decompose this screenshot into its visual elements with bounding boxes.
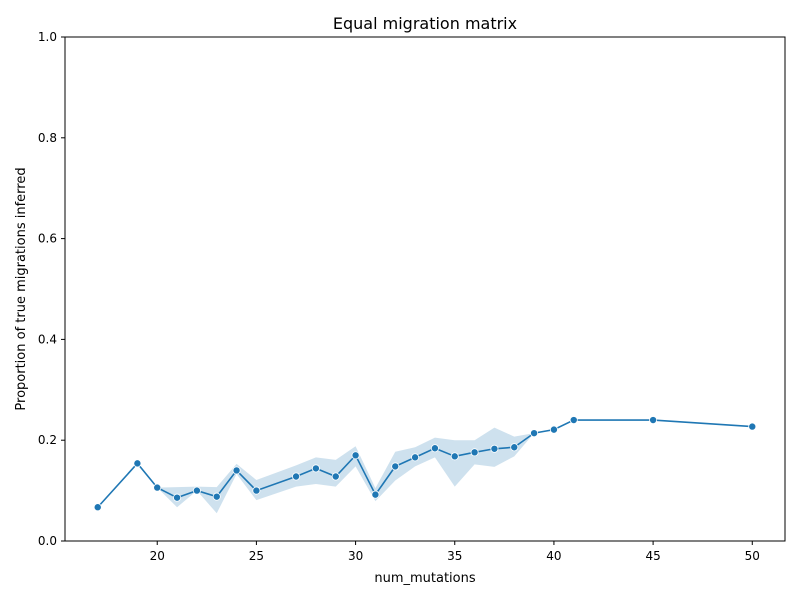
data-point — [530, 429, 539, 438]
data-point — [450, 452, 459, 461]
confidence-band — [97, 420, 753, 514]
x-tick-label: 50 — [745, 549, 760, 563]
data-point — [371, 490, 380, 499]
chart-title: Equal migration matrix — [333, 14, 517, 33]
data-point — [212, 492, 221, 501]
data-point — [391, 462, 400, 471]
y-axis: 0.0 0.2 0.4 0.6 0.8 1.0 — [38, 30, 65, 548]
y-tick-label: 0.2 — [38, 433, 57, 447]
plot-area — [93, 416, 757, 514]
data-point — [153, 483, 162, 492]
data-point — [490, 444, 499, 453]
x-tick-label: 45 — [645, 549, 660, 563]
data-point — [649, 416, 658, 425]
data-point — [351, 451, 360, 460]
data-point — [430, 444, 439, 453]
y-tick-label: 0.6 — [38, 232, 57, 246]
data-point — [192, 486, 201, 495]
data-point — [411, 453, 420, 462]
y-tick-label: 1.0 — [38, 30, 57, 44]
data-point — [549, 425, 558, 434]
x-axis: 20 25 30 35 40 45 50 — [150, 541, 760, 563]
data-point — [93, 503, 102, 512]
data-point — [232, 466, 241, 475]
data-point — [133, 459, 142, 468]
data-point — [311, 464, 320, 473]
y-axis-label: Proportion of true migrations inferred — [14, 167, 29, 410]
data-point — [331, 472, 340, 481]
data-point — [510, 443, 519, 452]
data-point — [569, 416, 578, 425]
x-tick-label: 25 — [249, 549, 264, 563]
data-point — [173, 493, 182, 502]
data-point — [748, 422, 757, 431]
y-tick-label: 0.8 — [38, 131, 57, 145]
y-tick-label: 0.4 — [38, 332, 57, 346]
data-point — [252, 486, 261, 495]
x-tick-label: 40 — [546, 549, 561, 563]
x-tick-label: 20 — [150, 549, 165, 563]
axes-frame — [64, 36, 786, 542]
data-point — [470, 448, 479, 457]
y-tick-label: 0.0 — [38, 534, 57, 548]
x-tick-label: 35 — [447, 549, 462, 563]
x-tick-label: 30 — [348, 549, 363, 563]
x-axis-label: num_mutations — [374, 571, 476, 586]
data-point — [292, 472, 301, 481]
